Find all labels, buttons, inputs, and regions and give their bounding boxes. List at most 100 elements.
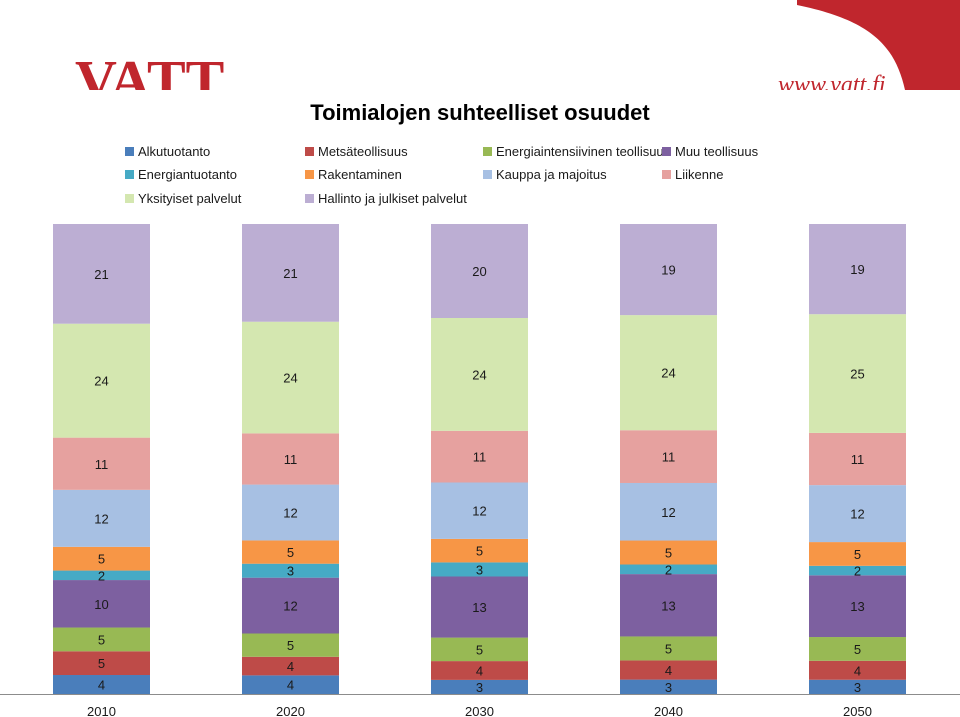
data-label: 12 [283,599,297,614]
data-label: 24 [94,374,108,389]
legend-label: Hallinto ja julkiset palvelut [318,191,467,206]
bar-segment [809,224,906,315]
bar-segment [242,321,339,434]
legend-swatch [483,147,492,156]
bar-segment [620,564,717,575]
legend-label: Energiantuotanto [138,167,238,182]
bar-segment [620,540,717,565]
data-label: 4 [287,659,294,674]
data-label: 11 [662,450,676,465]
bar-segment [431,482,528,539]
bar-segment [242,563,339,578]
legend-swatch [305,170,314,179]
legend-item: Alkutuotanto [125,144,210,159]
red-corner-decoration [797,0,960,90]
legend-label: Liikenne [675,167,724,182]
legend-swatch [662,170,671,179]
legend-item: Metsäteollisuus [305,144,408,159]
bar-segment [53,224,150,324]
data-label: 2 [854,564,861,579]
bar-segment [53,570,150,581]
bar-segment [53,437,150,490]
bar-segment [242,633,339,657]
bar-segment [620,482,717,541]
legend-swatch [305,147,314,156]
chart-title: Toimialojen suhteelliset osuudet [310,100,650,125]
data-label: 11 [95,457,109,472]
legend-item: Hallinto ja julkiset palvelut [305,191,467,206]
bar-segment [53,627,150,652]
data-label: 20 [472,264,486,279]
bar-segment [809,542,906,566]
data-label: 2 [665,562,672,577]
data-label: 13 [472,600,486,615]
bar-segment [431,562,528,577]
bar-segment [242,656,339,676]
bar-segment [431,538,528,563]
bar-segment [431,318,528,431]
data-label: 13 [661,598,675,613]
data-label: 12 [472,504,486,519]
bar-segment [242,484,339,541]
x-tick-label: 2010 [87,704,116,717]
bar-segment [431,661,528,680]
legend-item: Muu teollisuus [662,144,758,159]
data-label: 19 [661,263,675,278]
bar-segment [620,315,717,431]
bar-segment [431,679,528,694]
bar-segment [53,323,150,438]
bar-segment [242,577,339,634]
bar-segment [242,675,339,694]
data-label: 11 [851,452,865,467]
data-label: 4 [287,678,294,693]
bar-segment [53,675,150,694]
data-label: 24 [283,371,297,386]
legend-item: Kauppa ja majoitus [483,167,607,182]
bar-segment [620,574,717,637]
bar-segment [620,679,717,694]
x-tick-label: 2040 [654,704,683,717]
bar-segment [431,576,528,638]
data-label: 11 [473,450,487,465]
legend-swatch [125,194,134,203]
data-label: 12 [94,511,108,526]
legend-label: Kauppa ja majoitus [496,167,607,182]
data-label: 3 [665,680,672,695]
bar-segment [809,565,906,576]
data-label: 3 [476,680,483,695]
data-label: 5 [287,638,294,653]
data-label: 4 [98,678,105,693]
legend-label: Yksityiset palvelut [138,191,242,206]
data-label: 21 [94,267,108,282]
legend-item: Energiantuotanto [125,167,237,182]
legend-item: Yksityiset palvelut [125,191,241,206]
legend-label: Rakentaminen [318,167,402,182]
data-label: 5 [854,547,861,562]
bar-segment [809,314,906,433]
legend-label: Alkutuotanto [138,144,211,159]
legend-item: Liikenne [662,167,723,182]
data-label: 4 [854,663,861,678]
bar-segment [809,575,906,638]
data-label: 21 [283,266,297,281]
data-label: 24 [661,366,675,381]
bar-segment [809,660,906,680]
data-label: 3 [287,564,294,579]
data-label: 5 [287,545,294,560]
data-label: 4 [476,664,483,679]
data-label: 13 [850,599,864,614]
legend-item: Rakentaminen [305,167,402,182]
x-tick-label: 2020 [276,704,305,717]
data-label: 5 [98,552,105,567]
data-label: 3 [476,562,483,577]
data-label: 12 [661,505,675,520]
data-label: 5 [665,546,672,561]
data-label: 5 [854,642,861,657]
bar-segment [809,637,906,661]
legend-swatch [662,147,671,156]
bar-segment [431,224,528,318]
data-label: 2 [98,568,105,583]
data-label: 5 [665,641,672,656]
legend-swatch [125,170,134,179]
bar-segment [620,224,717,316]
